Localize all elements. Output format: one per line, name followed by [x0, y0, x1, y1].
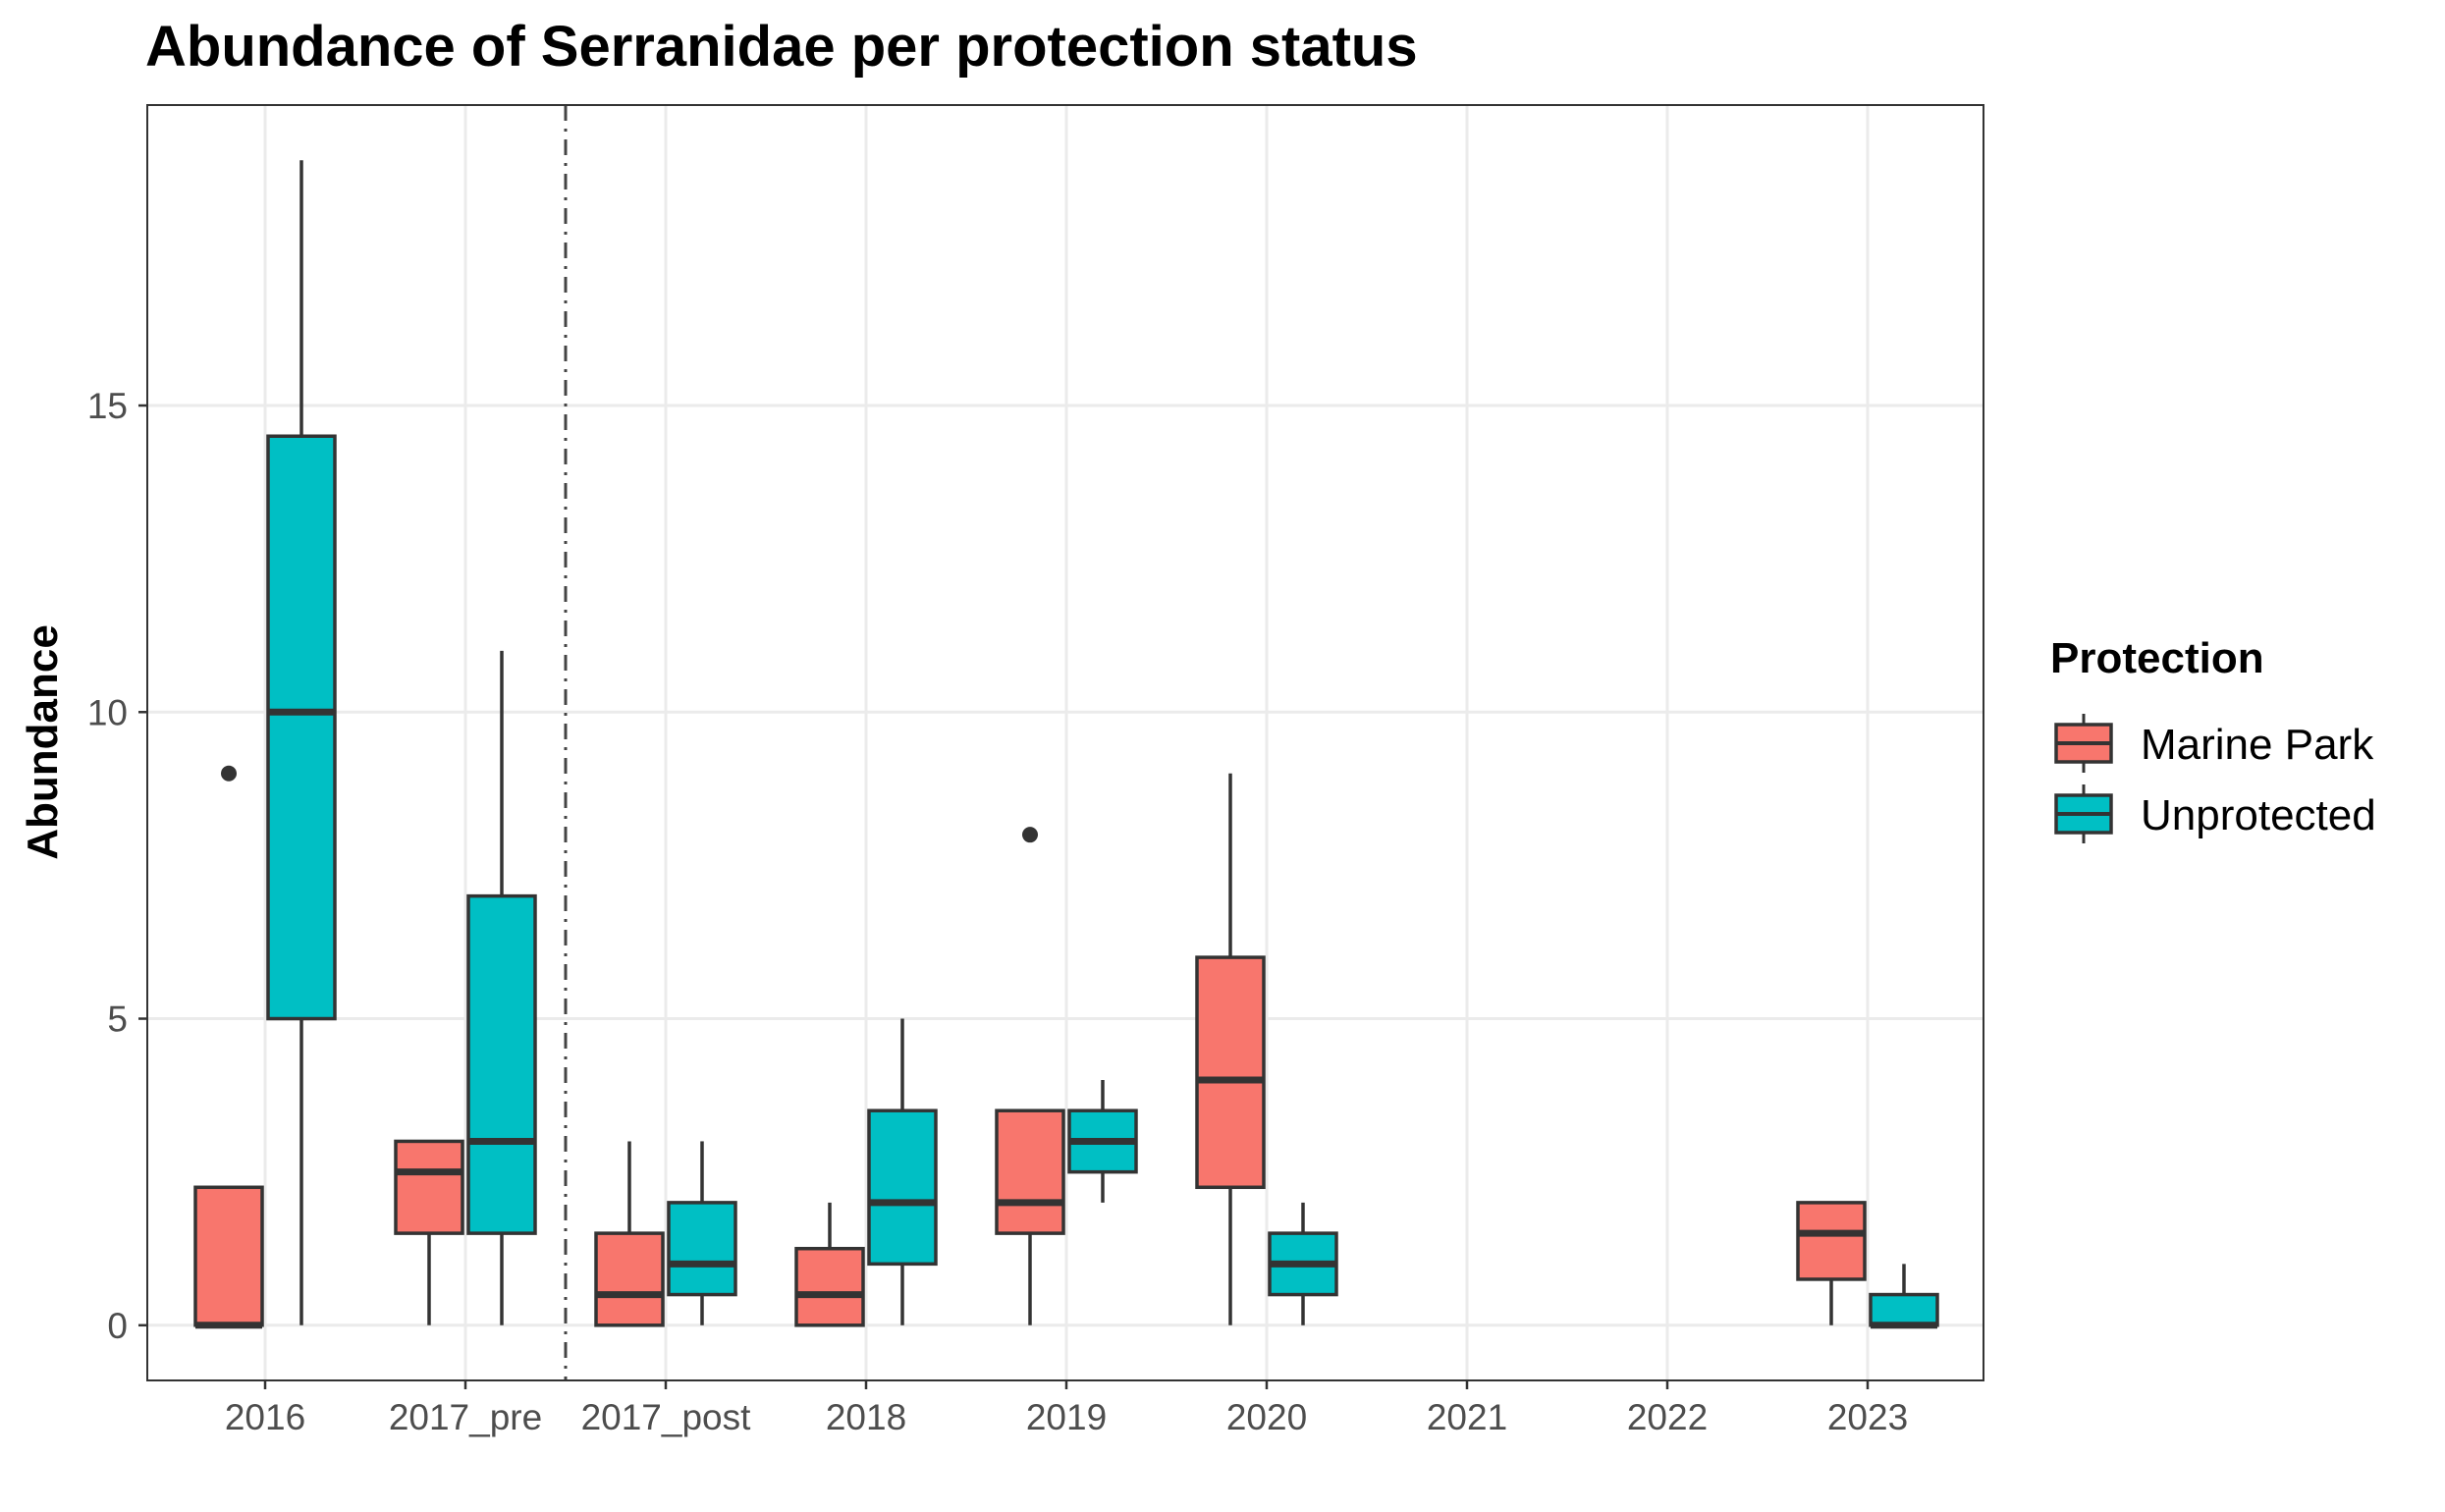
x-tick-label: 2022 — [1627, 1397, 1708, 1437]
box-unprotected-2019 — [1067, 1079, 1138, 1203]
box-marine-park-2019 — [995, 827, 1065, 1325]
box-marine-park-2016 — [193, 765, 264, 1329]
x-tick-label: 2018 — [826, 1397, 906, 1437]
box-marine-park-2020 — [1195, 773, 1266, 1325]
y-tick-label: 5 — [107, 999, 128, 1040]
outlier-point — [1022, 827, 1038, 843]
box-marine-park-2018 — [794, 1202, 865, 1327]
x-tick-label: 2017_pre — [389, 1397, 542, 1437]
legend-item-unprotected: Unprotected — [2054, 784, 2376, 843]
legend-items: Marine Park Unprotected — [2054, 714, 2376, 843]
box-unprotected-2023 — [1869, 1264, 1939, 1329]
x-tick-label: 2020 — [1226, 1397, 1307, 1437]
legend: Protection Marine Park Unprotected — [2050, 634, 2376, 843]
box-body — [594, 1231, 665, 1327]
box-body — [394, 1139, 464, 1235]
legend-label: Marine Park — [2141, 721, 2374, 769]
box-body — [995, 1108, 1065, 1235]
y-tick-label: 15 — [87, 386, 128, 426]
y-axis-ticks: 0 5 10 15 — [87, 386, 147, 1346]
chart-title: Abundance of Serranidae per protection s… — [145, 15, 1418, 79]
box-marine-park-2023 — [1796, 1201, 1867, 1325]
box-body — [1195, 955, 1266, 1190]
box-marine-park-2017_post — [594, 1141, 665, 1327]
box-group — [193, 160, 1939, 1329]
outlier-point — [221, 765, 237, 782]
x-tick-label: 2016 — [225, 1397, 305, 1437]
box-unprotected-2020 — [1268, 1202, 1338, 1325]
y-tick-label: 0 — [107, 1306, 128, 1346]
box-body — [266, 434, 337, 1021]
x-tick-label: 2017_post — [581, 1397, 752, 1437]
x-tick-label: 2021 — [1427, 1397, 1507, 1437]
box-body — [794, 1246, 865, 1327]
box-body — [867, 1108, 938, 1267]
box-body — [1796, 1201, 1867, 1281]
y-tick-label: 10 — [87, 692, 128, 732]
legend-label: Unprotected — [2141, 791, 2376, 839]
box-body — [667, 1201, 737, 1297]
box-unprotected-2018 — [867, 1018, 938, 1325]
box-unprotected-2016 — [266, 160, 337, 1325]
box-body — [1869, 1292, 1939, 1327]
box-unprotected-2017_pre — [466, 650, 537, 1325]
grid-lines — [147, 105, 1983, 1380]
box-body — [193, 1185, 264, 1327]
x-axis-ticks: 2016 2017_pre 2017_post 2018 2019 2020 2021 202… — [225, 1380, 1908, 1437]
x-tick-label: 2019 — [1026, 1397, 1107, 1437]
legend-item-marine-park: Marine Park — [2054, 714, 2374, 773]
legend-title: Protection — [2050, 634, 2264, 682]
box-body — [466, 893, 537, 1235]
x-tick-label: 2023 — [1827, 1397, 1908, 1437]
box-marine-park-2017_pre — [394, 1139, 464, 1325]
box-unprotected-2017_post — [667, 1141, 737, 1325]
y-axis-title: Abundance — [19, 624, 67, 860]
